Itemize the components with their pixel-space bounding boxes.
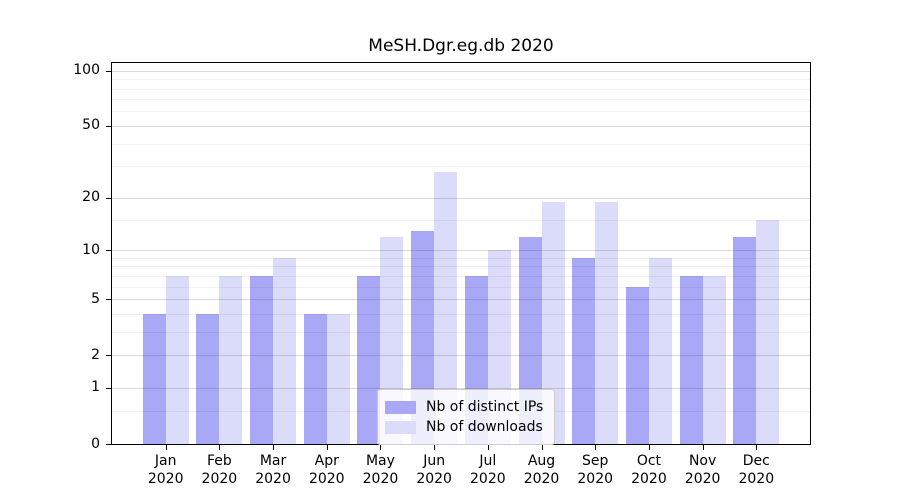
legend-label-distinct-ips: Nb of distinct IPs	[426, 399, 544, 415]
x-tick-mark	[380, 445, 382, 450]
major-gridline	[112, 125, 810, 127]
y-tick-mark	[106, 444, 111, 445]
x-tick-mark	[541, 445, 543, 450]
major-gridline	[112, 70, 810, 72]
bar-downloads-jun	[434, 171, 458, 444]
legend-item-downloads: Nb of downloads	[385, 417, 543, 437]
x-tick-label: Sep 2020	[577, 453, 614, 487]
y-tick-mark	[106, 125, 111, 127]
x-tick-mark	[326, 445, 328, 450]
minor-gridline	[112, 99, 810, 101]
bar-distinct-ips-may	[357, 275, 381, 444]
y-tick-mark	[106, 250, 111, 251]
y-tick-mark	[106, 387, 111, 389]
bar-distinct-ips-nov	[679, 275, 703, 444]
x-tick-label: Jan 2020	[147, 453, 184, 487]
minor-gridline	[112, 286, 810, 288]
x-tick-label: Aug 2020	[523, 453, 560, 487]
minor-gridline	[112, 219, 810, 221]
x-tick-label: Oct 2020	[631, 453, 667, 487]
bar-downloads-dec	[756, 219, 780, 444]
legend: Nb of distinct IPs Nb of downloads	[377, 389, 556, 445]
bar-distinct-ips-mar	[250, 275, 274, 444]
y-tick-label: 20	[82, 189, 100, 206]
legend-label-downloads: Nb of downloads	[426, 419, 543, 435]
major-gridline	[112, 197, 810, 199]
minor-gridline	[112, 166, 810, 168]
major-gridline	[112, 355, 810, 357]
bar-distinct-ips-oct	[625, 286, 649, 444]
y-tick-label: 1	[91, 379, 100, 396]
x-tick-mark	[756, 445, 758, 450]
bar-distinct-ips-jan	[142, 313, 166, 444]
bar-downloads-aug	[541, 201, 565, 444]
x-tick-mark	[219, 445, 221, 450]
x-tick-label: Feb 2020	[201, 453, 238, 487]
x-tick-mark	[434, 445, 436, 450]
minor-gridline	[112, 257, 810, 259]
x-tick-label: Dec 2020	[738, 453, 775, 487]
minor-gridline	[112, 79, 810, 81]
x-tick-mark	[595, 445, 597, 450]
y-tick-mark	[106, 70, 111, 72]
y-tick-mark	[106, 197, 111, 199]
minor-gridline	[112, 143, 810, 145]
minor-gridline	[112, 266, 810, 268]
x-tick-label: Nov 2020	[684, 453, 721, 487]
legend-swatch-distinct-ips	[385, 400, 416, 414]
bar-distinct-ips-feb	[196, 313, 220, 444]
bar-distinct-ips-apr	[303, 313, 327, 444]
bar-downloads-feb	[219, 275, 243, 444]
chart-title: MeSH.Dgr.eg.db 2020	[368, 36, 554, 56]
bar-downloads-jan	[165, 275, 189, 444]
x-tick-label: Apr 2020	[308, 453, 345, 487]
bar-downloads-oct	[648, 257, 672, 444]
bar-downloads-mar	[273, 257, 297, 444]
minor-gridline	[112, 275, 810, 277]
y-tick-label: 100	[73, 62, 100, 79]
y-tick-label: 10	[82, 241, 100, 258]
plot-area: Nb of distinct IPs Nb of downloads	[111, 62, 811, 445]
legend-swatch-downloads	[385, 420, 416, 434]
y-tick-mark	[106, 355, 111, 357]
bar-distinct-ips-sep	[572, 257, 596, 444]
bar-downloads-apr	[326, 313, 350, 444]
minor-gridline	[112, 111, 810, 113]
y-tick-mark	[106, 299, 111, 300]
x-tick-label: Mar 2020	[255, 453, 291, 487]
major-gridline	[112, 250, 810, 251]
minor-gridline	[112, 313, 810, 315]
x-tick-mark	[487, 445, 489, 450]
x-tick-label: Jul 2020	[470, 453, 506, 487]
minor-gridline	[112, 331, 810, 333]
y-tick-label: 50	[82, 117, 100, 134]
bar-distinct-ips-dec	[733, 236, 757, 444]
x-tick-label: Jun 2020	[416, 453, 452, 487]
x-tick-mark	[648, 445, 650, 450]
major-gridline	[112, 299, 810, 300]
x-tick-label: May 2020	[362, 453, 399, 487]
y-tick-label: 0	[91, 435, 100, 452]
x-tick-mark	[702, 445, 704, 450]
x-tick-mark	[165, 445, 167, 450]
minor-gridline	[112, 88, 810, 90]
x-tick-mark	[273, 445, 275, 450]
y-tick-label: 5	[91, 290, 100, 307]
major-gridline	[112, 387, 810, 389]
bar-downloads-nov	[702, 275, 726, 444]
bar-downloads-sep	[595, 201, 619, 444]
legend-item-distinct-ips: Nb of distinct IPs	[385, 397, 543, 417]
y-tick-label: 2	[91, 346, 100, 363]
